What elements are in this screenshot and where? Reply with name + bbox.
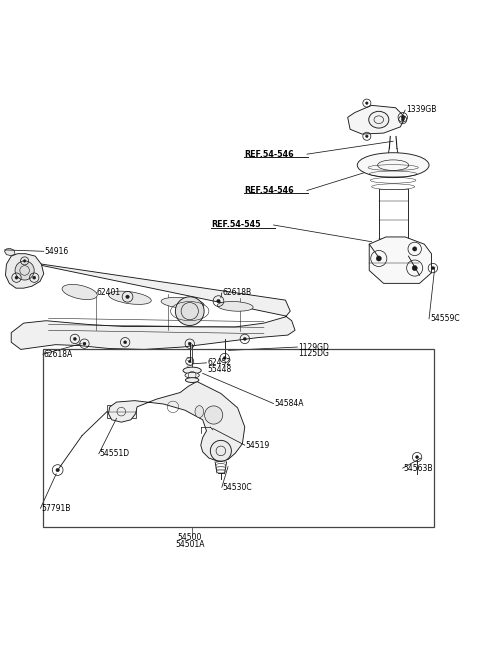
Circle shape (126, 295, 129, 299)
Text: 62618A: 62618A (44, 350, 73, 359)
Text: 54501A: 54501A (175, 540, 204, 549)
Text: 54530C: 54530C (223, 483, 252, 492)
Ellipse shape (161, 298, 204, 309)
Text: 62452: 62452 (207, 358, 231, 367)
Text: 54551D: 54551D (100, 449, 130, 458)
Circle shape (412, 247, 417, 251)
Ellipse shape (108, 291, 151, 305)
Circle shape (366, 135, 368, 137)
Circle shape (412, 266, 417, 271)
Text: 62401: 62401 (96, 288, 120, 298)
Circle shape (124, 340, 127, 344)
Circle shape (376, 256, 382, 261)
Circle shape (217, 299, 220, 303)
Circle shape (73, 337, 76, 340)
Circle shape (15, 261, 34, 280)
Ellipse shape (357, 153, 429, 178)
Text: 54584A: 54584A (275, 399, 304, 408)
Text: 54519: 54519 (246, 441, 270, 450)
Polygon shape (108, 381, 245, 462)
Text: 57791B: 57791B (41, 504, 71, 513)
Text: 55448: 55448 (207, 365, 232, 374)
Circle shape (432, 266, 434, 270)
Circle shape (210, 440, 231, 462)
Circle shape (416, 456, 419, 458)
Ellipse shape (62, 284, 97, 299)
Text: REF.54-545: REF.54-545 (211, 221, 261, 230)
Ellipse shape (369, 111, 389, 128)
Ellipse shape (183, 367, 201, 374)
Text: 54500: 54500 (178, 533, 202, 542)
Circle shape (83, 342, 86, 345)
Circle shape (15, 276, 18, 279)
Bar (43, 350, 434, 527)
Ellipse shape (185, 372, 199, 378)
Circle shape (56, 468, 60, 472)
Text: 54559C: 54559C (430, 314, 460, 324)
Polygon shape (369, 237, 432, 283)
Ellipse shape (185, 378, 199, 382)
Circle shape (243, 337, 246, 340)
Text: 54916: 54916 (45, 247, 69, 256)
Circle shape (188, 342, 191, 345)
Circle shape (401, 118, 404, 121)
Circle shape (24, 260, 26, 262)
Polygon shape (11, 261, 295, 350)
Ellipse shape (217, 301, 253, 311)
Circle shape (401, 116, 404, 119)
Polygon shape (4, 249, 15, 256)
Ellipse shape (204, 406, 223, 424)
Circle shape (223, 357, 226, 359)
Text: REF.54-546: REF.54-546 (244, 186, 293, 195)
Circle shape (33, 276, 36, 279)
Circle shape (189, 360, 191, 363)
Polygon shape (5, 254, 44, 288)
Text: 1125DG: 1125DG (299, 349, 329, 358)
Text: 1129GD: 1129GD (299, 342, 329, 352)
Ellipse shape (195, 406, 204, 418)
Circle shape (175, 297, 204, 326)
Circle shape (366, 102, 368, 104)
Text: 54563B: 54563B (404, 464, 433, 473)
Polygon shape (348, 105, 405, 134)
Bar (107, 405, 136, 419)
Text: 1339GB: 1339GB (406, 105, 436, 114)
Text: 62618B: 62618B (223, 288, 252, 298)
Text: REF.54-546: REF.54-546 (244, 150, 293, 159)
